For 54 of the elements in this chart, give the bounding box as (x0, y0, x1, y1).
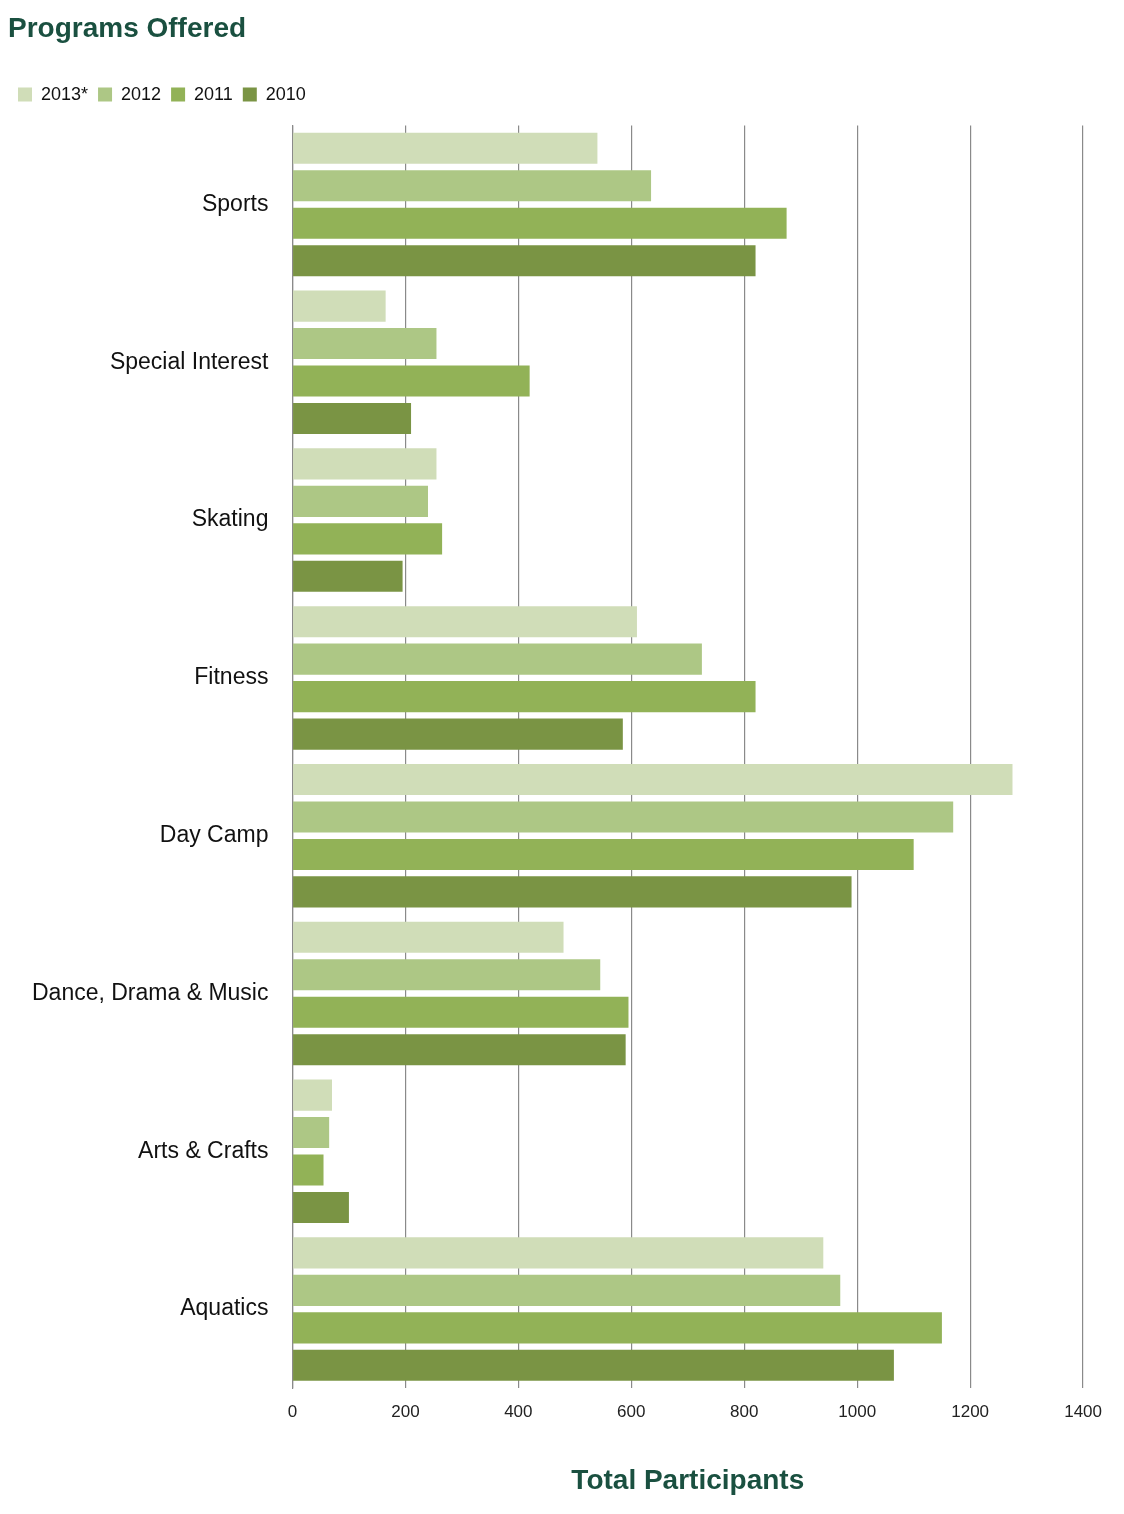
legend-label: 2013* (41, 83, 89, 104)
bar (293, 560, 403, 592)
bar (293, 1034, 626, 1066)
bar (293, 207, 787, 239)
x-tick-label: 1200 (951, 1401, 990, 1421)
bar (293, 1191, 349, 1224)
x-tick-label: 400 (504, 1401, 533, 1421)
bar (293, 876, 852, 908)
bar (293, 763, 1013, 796)
y-tick-label: Fitness (194, 663, 269, 690)
bar (293, 1079, 332, 1111)
bar (293, 1237, 824, 1269)
bar (293, 1117, 330, 1149)
bar (293, 718, 623, 750)
bar (293, 245, 756, 277)
y-tick-label: Day Camp (159, 821, 269, 848)
y-tick-label: Special Interest (109, 347, 270, 374)
bar (293, 1274, 841, 1306)
bar (293, 170, 652, 202)
bar (293, 838, 914, 870)
bar (293, 290, 386, 322)
y-tick-label: Skating (191, 505, 269, 532)
bar (293, 1312, 942, 1344)
bar (293, 681, 756, 713)
bar (293, 132, 598, 164)
x-axis-title: Total Participants (571, 1463, 805, 1495)
bar (293, 921, 564, 953)
x-tick-label: 1000 (838, 1401, 877, 1421)
bar (293, 1349, 894, 1381)
bar (293, 365, 530, 397)
x-tick-label: 600 (617, 1401, 646, 1421)
legend-label: 2011 (194, 83, 233, 104)
bar (293, 448, 437, 480)
x-tick-label: 1400 (1064, 1401, 1102, 1421)
bar (293, 402, 412, 435)
bar (293, 996, 629, 1028)
bar (293, 643, 702, 675)
y-tick-label: Aquatics (180, 1294, 269, 1321)
y-tick-label: Dance, Drama & Music (31, 978, 269, 1005)
y-tick-label: Arts & Crafts (138, 1136, 269, 1163)
bar (293, 959, 601, 991)
chart-title: Programs Offered (8, 11, 247, 43)
bar (293, 485, 428, 517)
y-tick-label: Sports (201, 189, 269, 216)
legend-label: 2012 (121, 83, 162, 104)
bar (293, 801, 954, 833)
bar (293, 606, 637, 638)
bar (293, 328, 437, 360)
bar (293, 523, 443, 555)
x-tick-label: 800 (730, 1401, 759, 1421)
x-tick-label: 0 (287, 1401, 298, 1421)
bar (293, 1154, 324, 1186)
legend-label: 2010 (265, 83, 306, 104)
x-tick-label: 200 (391, 1401, 420, 1421)
